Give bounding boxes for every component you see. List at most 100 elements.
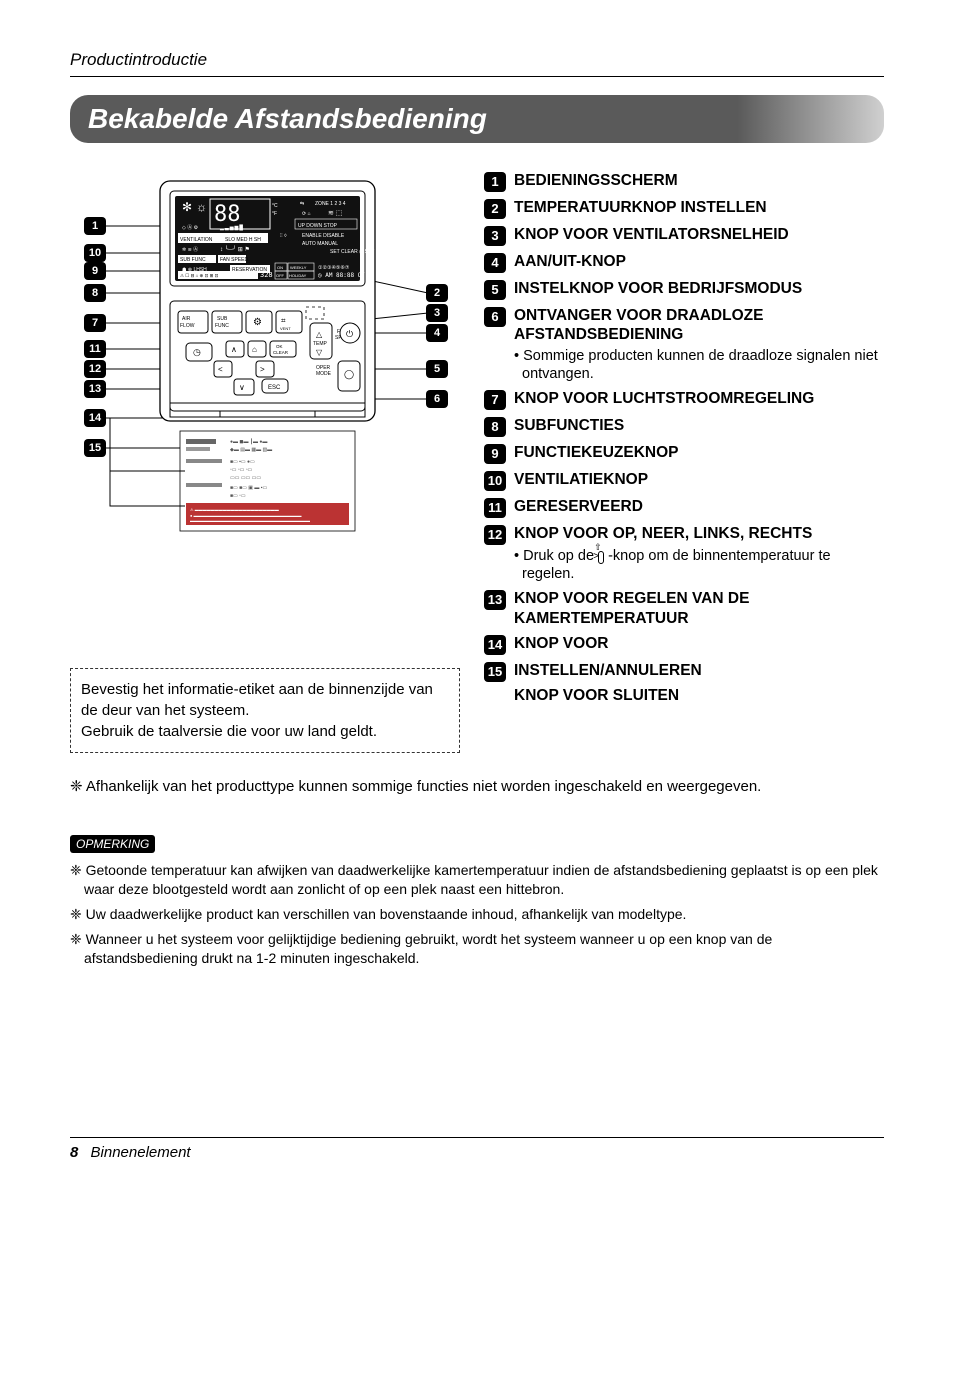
feature-label: BEDIENINGSSCHERM xyxy=(514,171,678,190)
feature-number-badge: 15 xyxy=(484,662,506,682)
feature-label: KNOP VOOR REGELEN VAN DE KAMERTEMPERATUU… xyxy=(514,589,884,628)
feature-number-badge: 12 xyxy=(484,525,506,545)
feature-item: 14 KNOP VOOR xyxy=(484,634,884,655)
feature-item: 7KNOP VOOR LUCHTSTROOMREGELING xyxy=(484,389,884,410)
feature-number-badge: 10 xyxy=(484,471,506,491)
svg-text:▫▭ ▫▭ ▫▭: ▫▭ ▫▭ ▫▭ xyxy=(230,467,253,473)
vent-icon: ⌗ xyxy=(281,316,286,325)
feature-number-badge: 4 xyxy=(484,253,506,273)
feature-number-badge: 11 xyxy=(484,498,506,518)
feature-label: KNOP VOOR OP, NEER, LINKS, RECHTS xyxy=(514,524,812,543)
svg-text:VENTILATION: VENTILATION xyxy=(180,237,213,243)
feature-label: KNOP VOOR xyxy=(514,634,608,653)
svg-text:328: 328 xyxy=(260,271,273,279)
svg-text:SET CLEAR ◯SET: SET CLEAR ◯SET xyxy=(330,249,374,255)
opmerking-item: ❈ Getoonde temperatuur kan afwijken van … xyxy=(70,861,884,899)
feature-item: 13KNOP VOOR REGELEN VAN DE KAMERTEMPERAT… xyxy=(484,589,884,628)
svg-text:88: 88 xyxy=(214,202,241,227)
esc-label: ESC xyxy=(268,385,281,391)
svg-text:1: 1 xyxy=(92,220,98,232)
chevron-left-icon: < xyxy=(218,365,223,374)
opmerking-item: ❈ Uw daadwerkelijke product kan verschil… xyxy=(70,905,884,924)
nav-home-button[interactable] xyxy=(248,341,266,357)
up-key-icon: > xyxy=(598,551,604,564)
air-flow-button[interactable] xyxy=(178,311,208,333)
lead-15 xyxy=(110,448,185,506)
svg-text:2: 2 xyxy=(434,287,440,299)
feature-list: 1BEDIENINGSSCHERM2TEMPERATUURKNOP INSTEL… xyxy=(484,171,884,705)
sub-func-label2: FUNC xyxy=(215,323,229,329)
lead-14 xyxy=(110,418,185,471)
feature-extra: KNOP VOOR SLUITEN xyxy=(514,686,884,705)
section-header: Productintroductie xyxy=(70,50,884,70)
svg-text:UP DOWN STOP: UP DOWN STOP xyxy=(298,223,338,229)
svg-text:3: 3 xyxy=(434,307,440,319)
svg-text:5: 5 xyxy=(434,363,440,375)
feature-item: 15 INSTELLEN/ANNULEREN KNOP VOOR SLUITEN xyxy=(484,661,884,705)
feature-item: 12 KNOP VOOR OP, NEER, LINKS, RECHTS • Dru… xyxy=(484,524,884,583)
svg-text:ENABLE DISABLE: ENABLE DISABLE xyxy=(302,233,345,239)
svg-text:▬▬▬▬▬▬▬▬▬▬▬▬▬▬▬▬▬▬▬▬▬▬▬▬▬▬▬▬▬▬: ▬▬▬▬▬▬▬▬▬▬▬▬▬▬▬▬▬▬▬▬▬▬▬▬▬▬▬▬▬▬ xyxy=(190,518,310,523)
clock-icon: ◷ xyxy=(193,347,201,357)
svg-text:OFF: OFF xyxy=(276,273,285,278)
svg-text:⫶⫶ ♢: ⫶⫶ ♢ xyxy=(280,233,287,239)
feature-item: 10VENTILATIEKNOP xyxy=(484,470,884,491)
svg-text:7: 7 xyxy=(92,317,98,329)
svg-text:ON: ON xyxy=(277,265,283,270)
svg-text:12: 12 xyxy=(89,363,101,375)
air-flow-label2: FLOW xyxy=(180,323,195,329)
temp-label: TEMP xyxy=(313,341,328,347)
svg-text:10: 10 xyxy=(89,247,101,259)
callout-badges-right: 2 3 4 5 6 xyxy=(426,284,448,408)
svg-text:FAN SPEED: FAN SPEED xyxy=(220,257,248,263)
page-footer: 8 Binnenelement xyxy=(70,1137,884,1161)
fan-down-icon: ▽ xyxy=(316,348,323,357)
remote-diagram: ✻ ☼ 88 °C °F ⇆ ZONE 1 2 3 4 ⟳ ⌂ ≋ ⬚ UP D… xyxy=(70,171,460,651)
svg-text:◇ Ⓐ ⚙: ◇ Ⓐ ⚙ xyxy=(182,224,199,231)
sub-func-button[interactable] xyxy=(212,311,242,333)
opmerking-list: ❈ Getoonde temperatuur kan afwijken van … xyxy=(70,861,884,967)
dependency-note: ❈ Afhankelijk van het producttype kunnen… xyxy=(70,777,884,795)
nav-left-button[interactable] xyxy=(214,361,232,377)
main-content: ✻ ☼ 88 °C °F ⇆ ZONE 1 2 3 4 ⟳ ⌂ ≋ ⬚ UP D… xyxy=(70,171,884,753)
feature-label: KNOP VOOR VENTILATORSNELHEID xyxy=(514,225,789,244)
feature-number-badge: 14 xyxy=(484,635,506,655)
svg-text:●▬ ◼▬ ┃▬ ●▬: ●▬ ◼▬ ┃▬ ●▬ xyxy=(230,438,267,445)
mode-icon: ◯ xyxy=(344,369,354,380)
page-title: Bekabelde Afstandsbediening xyxy=(70,95,884,143)
feature-subtext: • Sommige producten kunnen de draadloze … xyxy=(514,347,884,383)
footer-text: Binnenelement xyxy=(91,1144,191,1161)
feature-number-badge: 3 xyxy=(484,226,506,246)
chevron-right-icon: > xyxy=(260,365,265,374)
feature-number-badge: 5 xyxy=(484,280,506,300)
feature-item: 5 INSTELKNOP VOOR BEDRIJFSMODUS xyxy=(484,279,884,300)
svg-text:SLO MED H SH: SLO MED H SH xyxy=(225,237,261,243)
chevron-up-icon: ∧ xyxy=(231,345,237,354)
feature-number-badge: 9 xyxy=(484,444,506,464)
feature-number-badge: 6 xyxy=(484,307,506,327)
svg-text:☼: ☼ xyxy=(196,200,207,214)
feature-item: 6ONTVANGER VOOR DRAADLOZE AFSTANDSBEDIEN… xyxy=(484,306,884,383)
feature-label: AAN/UIT-KNOP xyxy=(514,252,626,271)
info-line-2: Gebruik de taalversie die voor uw land g… xyxy=(81,721,449,742)
label-panel: ●▬ ◼▬ ┃▬ ●▬ ◆▬ ▤▬ ▦▬ ▧▬ ■▭ ▪▭ ●▭ ▫▭ ▫▭ ▫… xyxy=(180,431,355,531)
fan-up-icon: △ xyxy=(316,330,323,339)
feature-subtext: • Druk op de > -knop om de binnentempera… xyxy=(514,547,884,583)
svg-text:AUTO MANUAL: AUTO MANUAL xyxy=(302,241,338,247)
feature-number-badge: 8 xyxy=(484,417,506,437)
opmerking-item: ❈ Wanneer u het systeem voor gelijktijdi… xyxy=(70,930,884,968)
svg-text:⇆: ⇆ xyxy=(300,201,304,207)
feature-label: INSTELKNOP VOOR BEDRIJFSMODUS xyxy=(514,279,802,298)
svg-text:9: 9 xyxy=(92,265,98,277)
svg-text:15: 15 xyxy=(89,442,101,454)
feature-number-badge: 2 xyxy=(484,199,506,219)
vent-label: VENT xyxy=(280,326,291,331)
svg-text:4: 4 xyxy=(434,327,441,339)
svg-text:HOLIDAY: HOLIDAY xyxy=(289,273,307,278)
nav-right-button[interactable] xyxy=(256,361,274,377)
callout-badges-left: 1 10 9 8 7 11 12 13 14 15 xyxy=(84,217,106,457)
feature-label: INSTELLEN/ANNULEREN xyxy=(514,661,702,680)
svg-text:■▭ ▪▭ ●▭: ■▭ ▪▭ ●▭ xyxy=(230,459,255,465)
feature-label: GERESERVEERD xyxy=(514,497,643,516)
svg-text:⟳ ⌂: ⟳ ⌂ xyxy=(302,211,311,217)
